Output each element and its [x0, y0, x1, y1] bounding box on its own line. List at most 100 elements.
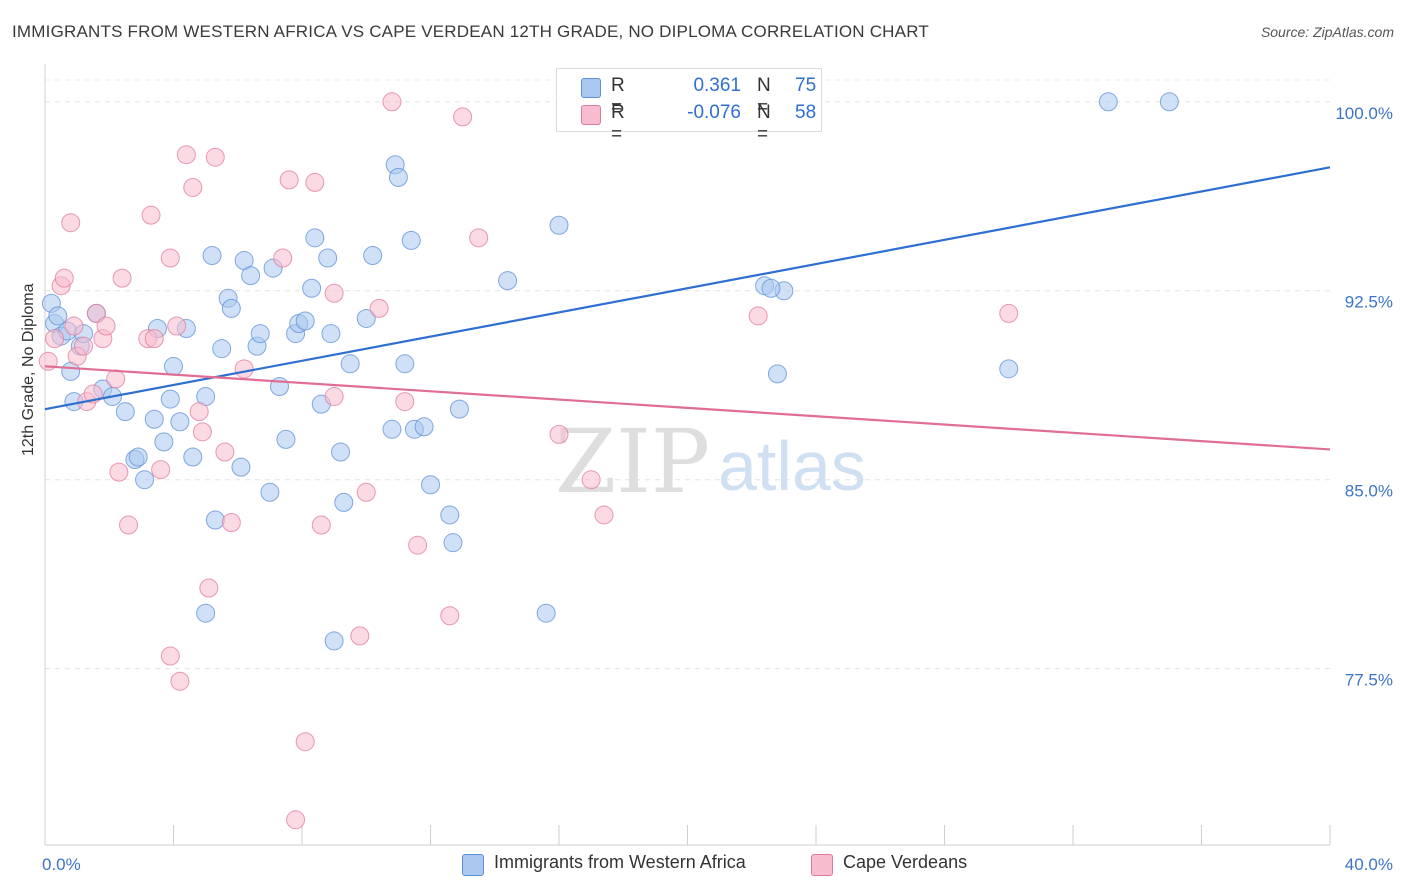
- point-western-africa: [1098, 92, 1118, 112]
- point-western-africa: [443, 533, 463, 553]
- point-cape-verdeans: [279, 170, 299, 190]
- point-cape-verdeans: [160, 248, 180, 268]
- point-western-africa: [276, 429, 296, 449]
- point-western-africa: [324, 631, 344, 651]
- point-cape-verdeans: [295, 732, 315, 752]
- point-western-africa: [115, 402, 135, 422]
- stats-legend: R = 0.361 N = 75 R = -0.076 N = 58: [556, 68, 822, 145]
- source-label: Source: ZipAtlas.com: [1260, 24, 1394, 40]
- point-cape-verdeans: [221, 513, 241, 533]
- bottom-legend-swatch-blue: [462, 854, 484, 876]
- point-western-africa: [183, 447, 203, 467]
- point-western-africa: [340, 354, 360, 374]
- point-cape-verdeans: [748, 306, 768, 326]
- point-western-africa: [205, 510, 225, 530]
- point-western-africa: [302, 278, 322, 298]
- point-cape-verdeans: [167, 316, 187, 336]
- point-cape-verdeans: [61, 213, 81, 233]
- point-cape-verdeans: [96, 316, 116, 336]
- point-western-africa: [202, 245, 222, 265]
- y-tick-label: 100.0%: [1335, 104, 1393, 123]
- point-cape-verdeans: [999, 303, 1019, 323]
- point-western-africa: [231, 457, 251, 477]
- bottom-legend-label: Cape Verdeans: [843, 852, 968, 872]
- point-western-africa: [318, 248, 338, 268]
- point-western-africa: [363, 245, 383, 265]
- point-cape-verdeans: [86, 303, 106, 323]
- point-cape-verdeans: [144, 329, 164, 349]
- point-cape-verdeans: [106, 369, 126, 389]
- point-western-africa: [48, 306, 68, 326]
- point-cape-verdeans: [324, 283, 344, 303]
- watermark-zip: ZIP: [555, 410, 710, 513]
- point-cape-verdeans: [286, 810, 306, 830]
- legend-n-label: N =: [757, 75, 771, 118]
- point-cape-verdeans: [382, 92, 402, 112]
- point-cape-verdeans: [369, 298, 389, 318]
- point-western-africa: [767, 364, 787, 384]
- point-cape-verdeans: [311, 515, 331, 535]
- point-cape-verdeans: [170, 671, 190, 691]
- legend-swatch-blue: [581, 78, 601, 98]
- point-cape-verdeans: [469, 228, 489, 248]
- point-western-africa: [160, 389, 180, 409]
- x-tick-label: 0.0%: [42, 855, 81, 874]
- point-cape-verdeans: [176, 145, 196, 165]
- point-western-africa: [331, 442, 351, 462]
- point-cape-verdeans: [74, 336, 94, 356]
- legend-r-value: -0.076: [687, 102, 741, 123]
- bottom-legend-label: Immigrants from Western Africa: [494, 852, 746, 872]
- point-western-africa: [212, 339, 232, 359]
- point-cape-verdeans: [581, 470, 601, 490]
- point-western-africa: [250, 324, 270, 344]
- watermark-atlas: atlas: [718, 427, 866, 505]
- point-western-africa: [260, 482, 280, 502]
- point-cape-verdeans: [549, 424, 569, 444]
- point-western-africa: [164, 356, 183, 376]
- point-western-africa: [321, 324, 341, 344]
- y-tick-label: 92.5%: [1345, 293, 1393, 312]
- trendline-western-africa: [44, 166, 1331, 411]
- point-cape-verdeans: [119, 515, 139, 535]
- bottom-legend-swatch-pink: [811, 854, 833, 876]
- point-cape-verdeans: [408, 535, 428, 555]
- legend-r-value: 0.361: [693, 75, 741, 96]
- legend-n-value: 75: [795, 75, 817, 96]
- point-western-africa: [196, 603, 216, 623]
- point-western-africa: [440, 505, 460, 525]
- point-cape-verdeans: [356, 482, 376, 502]
- point-western-africa: [421, 475, 440, 495]
- legend-n-label: N =: [757, 102, 771, 145]
- point-cape-verdeans: [54, 268, 74, 288]
- point-cape-verdeans: [183, 177, 203, 197]
- point-cape-verdeans: [594, 505, 614, 525]
- point-western-africa: [135, 470, 155, 490]
- point-cape-verdeans: [199, 578, 219, 598]
- point-cape-verdeans: [109, 462, 129, 482]
- point-cape-verdeans: [453, 107, 473, 127]
- point-western-africa: [414, 417, 434, 437]
- point-western-africa: [241, 266, 261, 286]
- point-cape-verdeans: [64, 316, 84, 336]
- y-tick-label: 85.0%: [1345, 482, 1393, 501]
- point-western-africa: [295, 311, 315, 331]
- point-cape-verdeans: [192, 422, 212, 442]
- point-western-africa: [401, 230, 421, 250]
- point-cape-verdeans: [305, 172, 325, 192]
- point-western-africa: [144, 409, 164, 429]
- legend-n-value: 58: [795, 102, 817, 123]
- point-cape-verdeans: [205, 147, 225, 167]
- point-western-africa: [536, 603, 556, 623]
- point-cape-verdeans: [215, 442, 235, 462]
- point-cape-verdeans: [151, 460, 171, 480]
- point-cape-verdeans: [234, 359, 254, 379]
- point-cape-verdeans: [273, 248, 293, 268]
- point-western-africa: [334, 492, 354, 512]
- legend-r-label: R =: [611, 102, 625, 145]
- point-cape-verdeans: [395, 392, 415, 412]
- point-cape-verdeans: [189, 402, 209, 422]
- point-western-africa: [761, 278, 781, 298]
- point-western-africa: [356, 308, 376, 328]
- point-western-africa: [154, 432, 174, 452]
